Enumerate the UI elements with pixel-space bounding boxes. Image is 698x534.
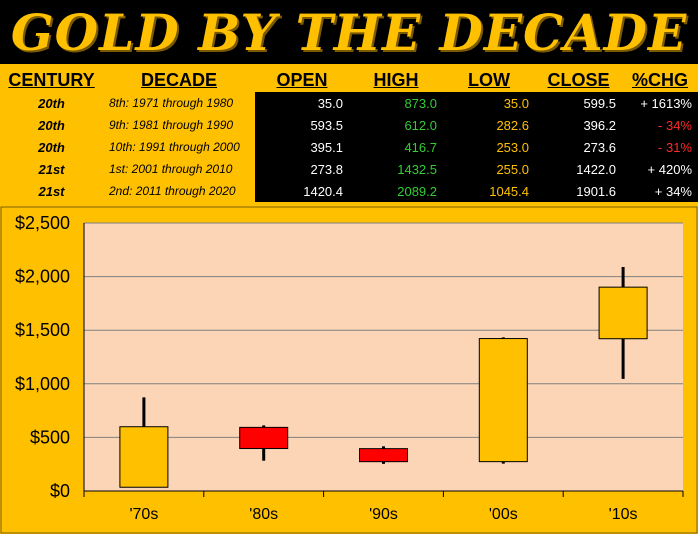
chg-cell: - 34%: [622, 114, 698, 136]
y-tick-label: $0: [50, 481, 70, 501]
candle-body: [239, 426, 289, 450]
decade-cell: 10th: 1991 through 2000: [109, 140, 240, 154]
chg-cell: + 1613%: [622, 92, 698, 114]
header-century: CENTURY: [8, 69, 95, 90]
open-cell: 593.5: [255, 114, 349, 136]
header-decade: DECADE: [140, 69, 217, 90]
table-row: 21st 2nd: 2011 through 2020 1420.4 2089.2 10…: [0, 180, 698, 202]
candle-body: [598, 286, 648, 340]
high-cell: 2089.2: [349, 180, 443, 202]
century-cell: 21st: [38, 161, 65, 177]
low-cell: 35.0: [443, 92, 535, 114]
candle-body: [478, 338, 528, 463]
decade-cell: 2nd: 2011 through 2020: [109, 184, 236, 198]
chg-cell: - 31%: [622, 136, 698, 158]
low-cell: 255.0: [443, 158, 535, 180]
century-cell: 20th: [38, 139, 65, 155]
y-tick-label: $2,500: [15, 213, 70, 233]
x-tick-label: '00s: [489, 506, 518, 523]
open-cell: 1420.4: [255, 180, 349, 202]
y-tick-label: $500: [30, 427, 70, 447]
x-tick-label: '70s: [129, 506, 158, 523]
candlestick-chart: $0 $500 $1,000 $1,500 $2,000 $2,500 '70s '80s '9…: [0, 206, 698, 534]
century-cell: 20th: [38, 117, 65, 133]
header-low: LOW: [468, 69, 510, 90]
table-row: 20th 8th: 1971 through 1980 35.0 873.0 35.0 5…: [0, 92, 698, 114]
page-title: GOLD BY THE DECADE: [10, 2, 688, 62]
table-row: 21st 1st: 2001 through 2010 273.8 1432.5 255…: [0, 158, 698, 180]
low-cell: 1045.4: [443, 180, 535, 202]
header-high: HIGH: [373, 69, 419, 90]
close-cell: 1901.6: [535, 180, 622, 202]
table-header-row: CENTURY DECADE OPEN HIGH LOW CLOSE %CHG: [0, 68, 698, 92]
low-cell: 282.6: [443, 114, 535, 136]
chart-svg: $0 $500 $1,000 $1,500 $2,000 $2,500 '70s '80s '9…: [0, 206, 698, 534]
y-tick-label: $1,000: [15, 374, 70, 394]
candle-body: [359, 448, 408, 463]
y-tick-label: $2,000: [15, 267, 70, 287]
x-tick-label: '10s: [609, 506, 638, 523]
decade-cell: 9th: 1981 through 1990: [109, 118, 234, 132]
open-cell: 395.1: [255, 136, 349, 158]
decade-table: CENTURY DECADE OPEN HIGH LOW CLOSE %CHG …: [0, 68, 698, 202]
century-cell: 21st: [38, 183, 65, 199]
x-tick-label: '80s: [249, 506, 278, 523]
y-tick-label: $1,500: [15, 320, 70, 340]
century-cell: 20th: [38, 95, 65, 111]
close-cell: 273.6: [535, 136, 622, 158]
high-cell: 612.0: [349, 114, 443, 136]
header-open: OPEN: [276, 69, 328, 90]
chg-cell: + 420%: [622, 158, 698, 180]
title-banner: GOLD BY THE DECADE: [0, 0, 698, 64]
high-cell: 1432.5: [349, 158, 443, 180]
low-cell: 253.0: [443, 136, 535, 158]
close-cell: 1422.0: [535, 158, 622, 180]
high-cell: 416.7: [349, 136, 443, 158]
chg-cell: + 34%: [622, 180, 698, 202]
header-chg: %CHG: [631, 69, 688, 90]
close-cell: 599.5: [535, 92, 622, 114]
candle-body: [119, 426, 169, 488]
open-cell: 273.8: [255, 158, 349, 180]
table-body: 20th 8th: 1971 through 1980 35.0 873.0 35.0 5…: [0, 92, 698, 202]
open-cell: 35.0: [255, 92, 349, 114]
decade-cell: 8th: 1971 through 1980: [109, 96, 234, 110]
x-tick-label: '90s: [369, 506, 398, 523]
high-cell: 873.0: [349, 92, 443, 114]
close-cell: 396.2: [535, 114, 622, 136]
table-row: 20th 9th: 1981 through 1990 593.5 612.0 282.…: [0, 114, 698, 136]
decade-cell: 1st: 2001 through 2010: [109, 162, 233, 176]
table-row: 20th 10th: 1991 through 2000 395.1 416.7 253…: [0, 136, 698, 158]
header-close: CLOSE: [547, 69, 610, 90]
